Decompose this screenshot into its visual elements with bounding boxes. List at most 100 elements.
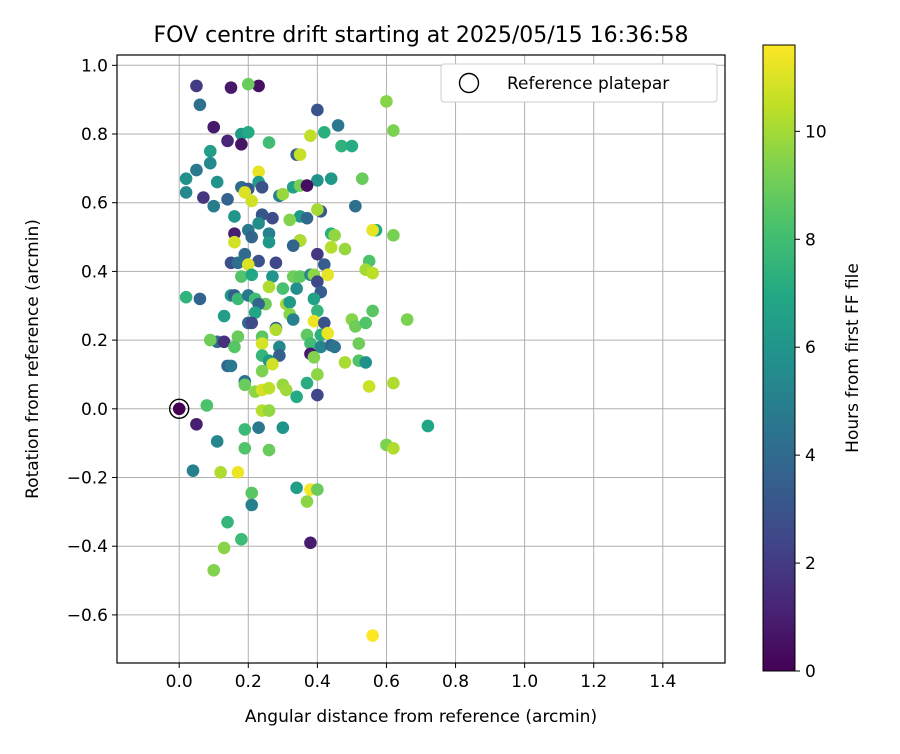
data-point: [207, 199, 221, 213]
data-point: [266, 270, 279, 283]
data-point: [231, 330, 245, 343]
x-tick-label: 0.8: [442, 672, 469, 692]
data-point: [217, 335, 231, 349]
x-tick-label: 1.2: [580, 672, 607, 692]
data-point: [276, 282, 290, 295]
data-point: [231, 292, 245, 306]
y-tick-label: −0.2: [67, 469, 108, 489]
data-points: [179, 77, 435, 642]
data-point: [283, 213, 297, 227]
data-point: [321, 326, 335, 340]
data-point: [311, 304, 324, 318]
data-point: [304, 337, 317, 350]
data-point: [252, 421, 265, 435]
data-point: [228, 235, 241, 249]
legend-label: Reference platepar: [507, 74, 669, 94]
data-point: [290, 282, 303, 295]
data-point: [387, 229, 400, 242]
data-point: [283, 296, 297, 309]
data-point: [311, 275, 324, 289]
data-point: [262, 404, 276, 417]
data-point: [190, 163, 203, 177]
data-point: [241, 125, 255, 139]
data-point: [276, 421, 290, 435]
data-point: [228, 210, 241, 223]
data-point: [311, 247, 324, 261]
data-point: [266, 357, 279, 371]
data-point: [331, 119, 345, 132]
data-point: [193, 292, 207, 306]
data-point: [266, 211, 279, 225]
data-point: [311, 483, 324, 496]
colorbar-tick-label: 10: [805, 122, 827, 142]
data-point: [387, 376, 400, 390]
data-point: [311, 368, 324, 381]
data-point: [293, 148, 307, 161]
colorbar-tick-label: 2: [805, 554, 816, 574]
colorbar-tick-label: 4: [805, 446, 816, 466]
data-point: [203, 333, 217, 347]
data-point: [300, 211, 314, 225]
legend-box: [440, 63, 718, 103]
data-point: [241, 258, 255, 271]
data-point: [238, 186, 252, 199]
data-point: [387, 124, 400, 137]
data-point: [210, 175, 224, 189]
data-point: [217, 309, 231, 323]
data-point: [321, 268, 335, 282]
data-point: [359, 316, 373, 330]
data-point: [231, 256, 245, 270]
reference-point-ring: [168, 398, 190, 420]
data-point: [324, 172, 338, 185]
x-tick-label: 0.4: [304, 672, 331, 692]
data-point: [255, 364, 269, 378]
data-point: [221, 192, 234, 206]
x-axis-label: Angular distance from reference (arcmin): [245, 707, 597, 727]
data-point: [203, 156, 217, 170]
data-point: [317, 316, 331, 330]
x-tick-label: 0.2: [235, 672, 262, 692]
data-point: [193, 98, 207, 112]
data-point: [235, 270, 248, 283]
data-point: [262, 443, 276, 457]
data-point: [338, 242, 352, 256]
data-point: [252, 165, 265, 179]
data-point: [307, 292, 321, 306]
data-point: [245, 230, 259, 244]
y-tick-label: 0.2: [81, 331, 108, 351]
data-point: [317, 125, 331, 139]
data-point: [400, 313, 414, 326]
data-point: [255, 337, 269, 350]
data-point: [224, 359, 238, 373]
data-point: [190, 79, 203, 93]
data-point: [366, 266, 379, 280]
data-point: [210, 435, 224, 448]
data-point: [293, 270, 307, 283]
data-point: [179, 172, 193, 185]
x-tick-label: 0.6: [373, 672, 400, 692]
data-point: [359, 356, 373, 369]
data-point: [349, 199, 362, 213]
data-point: [290, 481, 303, 495]
data-point: [228, 340, 241, 354]
data-point: [262, 136, 276, 149]
data-point: [221, 134, 234, 148]
x-tick-label: 1.0: [511, 672, 538, 692]
colorbar-tick-label: 6: [805, 338, 816, 358]
data-point: [362, 380, 376, 393]
y-tick-label: 0.8: [81, 125, 108, 145]
y-tick-label: 1.0: [81, 56, 108, 76]
data-point: [366, 223, 379, 237]
data-point: [286, 313, 300, 326]
data-point: [269, 323, 283, 337]
data-point: [207, 563, 221, 577]
data-point: [245, 268, 259, 282]
data-point: [221, 515, 234, 529]
data-point: [252, 254, 265, 268]
plot-frame: [116, 54, 726, 664]
data-point: [279, 383, 293, 397]
data-point: [352, 337, 366, 350]
data-point: [262, 235, 276, 249]
